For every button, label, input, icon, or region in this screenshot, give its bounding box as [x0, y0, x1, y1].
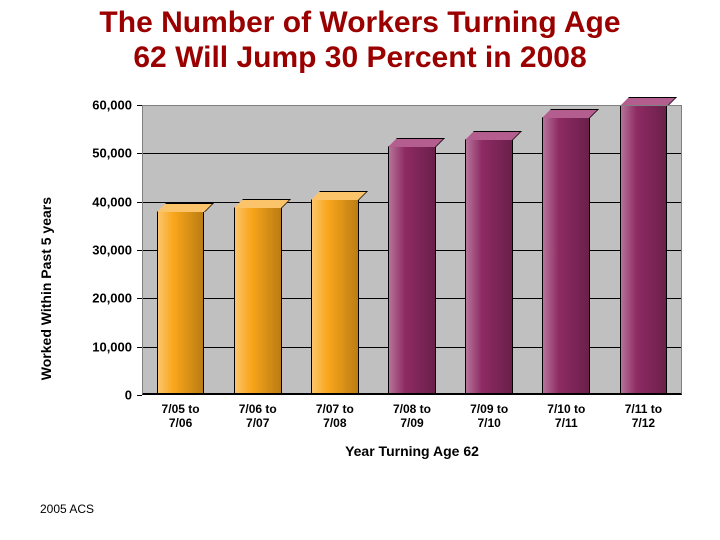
y-tick-label: 20,000 — [92, 291, 132, 306]
bar-top — [542, 109, 599, 118]
bar-face — [311, 199, 359, 395]
y-tick-mark — [137, 298, 142, 299]
bar-face — [542, 117, 590, 395]
bar — [620, 105, 668, 395]
y-axis-label: Worked Within Past 5 years — [38, 197, 54, 380]
title-line-2: 62 Will Jump 30 Percent in 2008 — [133, 41, 586, 74]
y-tick-label: 60,000 — [92, 98, 132, 113]
y-axis-ticks: 010,00020,00030,00040,00050,00060,000 — [68, 105, 138, 395]
bar-top — [465, 131, 522, 140]
bar-top — [311, 191, 368, 200]
bar-top — [388, 138, 445, 147]
y-tick-label: 0 — [125, 388, 132, 403]
bar-face — [388, 146, 436, 395]
x-tick-label: 7/06 to7/07 — [239, 403, 277, 431]
x-axis-ticks: 7/05 to7/06 7/06 to7/07 7/07 to7/08 7/08 to… — [142, 403, 682, 443]
bar-face — [234, 207, 282, 396]
bar — [234, 207, 282, 396]
footnote: 2005 ACS — [40, 502, 94, 516]
bars-group — [142, 105, 682, 395]
y-tick-mark — [137, 395, 142, 396]
x-tick-label: 7/10 to7/11 — [547, 403, 585, 431]
x-tick-label: 7/08 to7/09 — [393, 403, 431, 431]
x-tick-label: 7/07 to7/08 — [316, 403, 354, 431]
bar — [542, 117, 590, 395]
y-tick-label: 40,000 — [92, 194, 132, 209]
y-tick-mark — [137, 153, 142, 154]
plot-area — [142, 105, 682, 395]
bar — [388, 146, 436, 395]
y-tick-mark — [137, 202, 142, 203]
x-tick-label: 7/09 to7/10 — [470, 403, 508, 431]
bar-top — [620, 97, 677, 106]
x-axis-label: Year Turning Age 62 — [142, 443, 682, 459]
bar — [157, 211, 205, 395]
bar-top — [157, 203, 214, 212]
y-tick-label: 30,000 — [92, 243, 132, 258]
bar-face — [157, 211, 205, 395]
y-tick-mark — [137, 347, 142, 348]
title-line-1: The Number of Workers Turning Age — [99, 6, 620, 39]
y-tick-mark — [137, 105, 142, 106]
bar-face — [465, 139, 513, 395]
x-tick-label: 7/11 to7/12 — [625, 403, 662, 431]
bar — [311, 199, 359, 395]
slide: The Number of Workers Turning Age 62 Wil… — [0, 0, 720, 540]
y-tick-mark — [137, 250, 142, 251]
x-tick-label: 7/05 to7/06 — [162, 403, 200, 431]
slide-title: The Number of Workers Turning Age 62 Wil… — [0, 6, 720, 75]
bar-chart: Worked Within Past 5 years 010,00020,000… — [50, 105, 690, 485]
y-tick-label: 50,000 — [92, 146, 132, 161]
bar-top — [234, 199, 291, 208]
bar-face — [620, 105, 668, 395]
y-tick-label: 10,000 — [92, 339, 132, 354]
bar — [465, 139, 513, 395]
